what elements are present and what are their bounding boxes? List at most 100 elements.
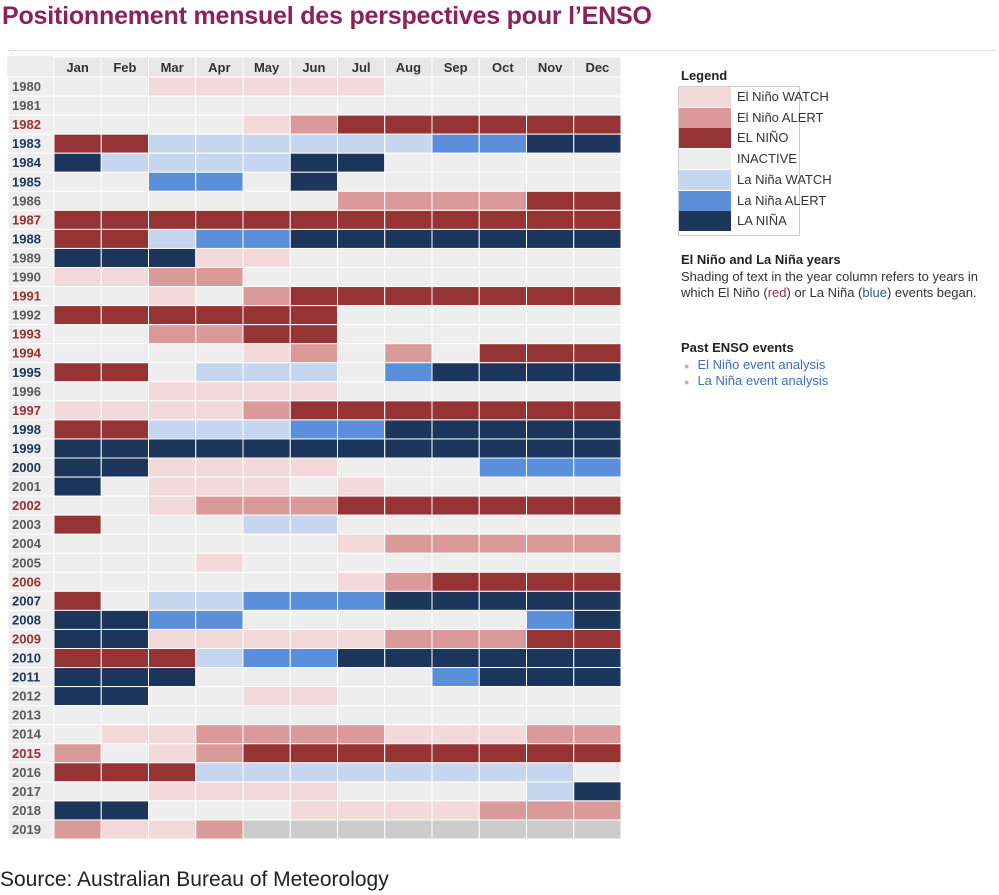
heatmap-cell [337, 552, 386, 573]
heatmap-cell [478, 381, 527, 402]
heatmap-cell [337, 457, 386, 478]
month-label: Mar [161, 60, 184, 75]
heatmap-cell [431, 800, 480, 821]
heatmap-cell [384, 286, 433, 307]
heatmap-cell [195, 324, 244, 345]
legend-swatch [679, 128, 731, 149]
year-label: 1987 [12, 212, 41, 227]
heatmap-cell [573, 228, 622, 249]
heatmap-cell [195, 343, 244, 364]
heatmap-cell [195, 552, 244, 573]
heatmap-cell [242, 95, 291, 116]
heatmap-cell [53, 571, 102, 592]
el-nino-event-link[interactable]: ● El Niño event analysis [684, 357, 826, 372]
heatmap-cell [431, 267, 480, 288]
heatmap-cell [573, 476, 622, 497]
heatmap-cell [289, 533, 338, 554]
heatmap-cell [195, 419, 244, 440]
heatmap-cell [100, 686, 149, 707]
heatmap-cell [148, 305, 197, 326]
legend-swatch [679, 169, 731, 190]
heatmap-cell [478, 819, 527, 840]
heatmap-cell [384, 590, 433, 611]
heatmap-cell [526, 762, 575, 783]
heatmap-cell [53, 247, 102, 268]
heatmap-cell [148, 400, 197, 421]
heatmap-cell [478, 686, 527, 707]
year-label: 2016 [12, 765, 41, 780]
heatmap-cell [100, 438, 149, 459]
heatmap-cell [431, 228, 480, 249]
heatmap-cell [526, 476, 575, 497]
heatmap-cell [289, 400, 338, 421]
heatmap-cell [289, 514, 338, 535]
heatmap-cell [478, 667, 527, 688]
heatmap-cell [195, 76, 244, 97]
heatmap-cell [526, 419, 575, 440]
heatmap-cell [337, 400, 386, 421]
year-label: 1994 [12, 346, 42, 361]
heatmap-cell [384, 648, 433, 669]
heatmap-cell [242, 476, 291, 497]
heatmap-cell [53, 267, 102, 288]
legend-item: El Niño WATCH [679, 87, 829, 107]
heatmap-cell [384, 724, 433, 745]
la-nina-event-link[interactable]: ● La Niña event analysis [684, 373, 829, 388]
heatmap-cell [384, 400, 433, 421]
heatmap-cell [53, 667, 102, 688]
heatmap-cell [384, 95, 433, 116]
heatmap-cell [289, 781, 338, 802]
heatmap-cell [384, 247, 433, 268]
heatmap-cell [478, 305, 527, 326]
heatmap-cell [337, 247, 386, 268]
heatmap-cell [148, 819, 197, 840]
heatmap-cell [53, 609, 102, 630]
legend-label: La Niña WATCH [737, 171, 832, 187]
heatmap-cell [289, 438, 338, 459]
heatmap-cell [573, 686, 622, 707]
heatmap-cell [100, 648, 149, 669]
heatmap-cell [384, 552, 433, 573]
legend-label: LA NIÑA [737, 213, 787, 229]
bullet-icon: ● [684, 360, 690, 371]
heatmap-cell [526, 305, 575, 326]
heatmap-cell [195, 95, 244, 116]
heatmap-cell [53, 628, 102, 650]
year-label: 1991 [12, 289, 41, 304]
heatmap-cell [526, 171, 575, 192]
year-label: 2005 [12, 555, 41, 570]
heatmap-cell [384, 114, 433, 135]
heatmap-cell [242, 247, 291, 268]
heatmap-cell [431, 743, 480, 764]
heatmap-cell [289, 190, 338, 211]
heatmap-cell [478, 457, 527, 478]
heatmap-cell [289, 343, 338, 364]
legend-label: El Niño WATCH [737, 89, 829, 104]
year-label: 1984 [12, 155, 42, 170]
heatmap-cell [526, 190, 575, 211]
heatmap-cell [148, 324, 197, 345]
heatmap-cell [148, 95, 197, 116]
heatmap-cell [289, 552, 338, 573]
heatmap-cell [526, 743, 575, 764]
heatmap-cell [148, 590, 197, 611]
year-label: 1988 [12, 231, 41, 246]
year-label: 2010 [12, 651, 41, 666]
heatmap-cell [289, 114, 338, 135]
heatmap-cell [431, 305, 480, 326]
heatmap-cell [431, 762, 480, 783]
heatmap-cell [573, 190, 622, 211]
header-corner [8, 57, 54, 77]
heatmap-cell [478, 343, 527, 364]
heatmap-cell [53, 743, 102, 764]
heatmap-cell [526, 457, 575, 478]
heatmap-cell [148, 781, 197, 802]
heatmap-cell [573, 705, 622, 726]
heatmap-cell [195, 819, 244, 840]
heatmap-cell [100, 228, 149, 249]
heatmap-cell [195, 495, 244, 516]
heatmap-cell [289, 247, 338, 268]
heatmap-cell [195, 228, 244, 249]
heatmap-cell [573, 343, 622, 364]
heatmap-cell [289, 743, 338, 764]
